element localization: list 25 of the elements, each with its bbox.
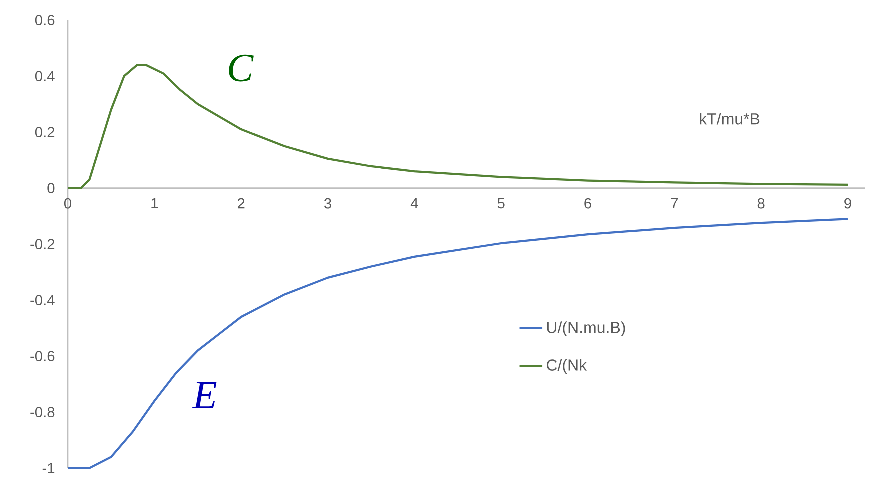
x-tick-label: 3: [324, 198, 332, 209]
y-tick-label: 0.2: [35, 127, 55, 138]
annotation: E: [192, 382, 217, 408]
x-tick-label: 0: [64, 198, 72, 209]
y-tick-label: -0.6: [30, 351, 55, 362]
y-tick-label: -0.8: [30, 407, 55, 418]
y-tick-label: 0.6: [35, 15, 55, 26]
x-tick-label: 8: [758, 198, 765, 209]
y-tick-label: 0.4: [35, 71, 55, 82]
x-tick-label: 4: [410, 198, 418, 208]
x-tick-label: 1: [152, 198, 158, 208]
x-tick-label: 5: [498, 198, 505, 209]
line-series: [66, 218, 850, 470]
x-tick-label: 2: [238, 198, 245, 209]
legend-label: C/(Nk: [547, 359, 588, 374]
y-tick-label: -0.2: [30, 239, 55, 250]
x-tick-label: 7: [671, 198, 678, 208]
x-axis-title: kT/mu*B: [700, 113, 760, 125]
x-tick-label: 6: [584, 198, 592, 209]
y-tick-label: 0: [48, 183, 55, 194]
legend-label: U/(N.mu.B): [547, 322, 626, 337]
x-tick-label: 9: [844, 198, 852, 209]
annotation: C: [229, 54, 254, 82]
y-tick-label: -1: [42, 463, 55, 474]
y-tick-label: -0.4: [30, 295, 55, 306]
